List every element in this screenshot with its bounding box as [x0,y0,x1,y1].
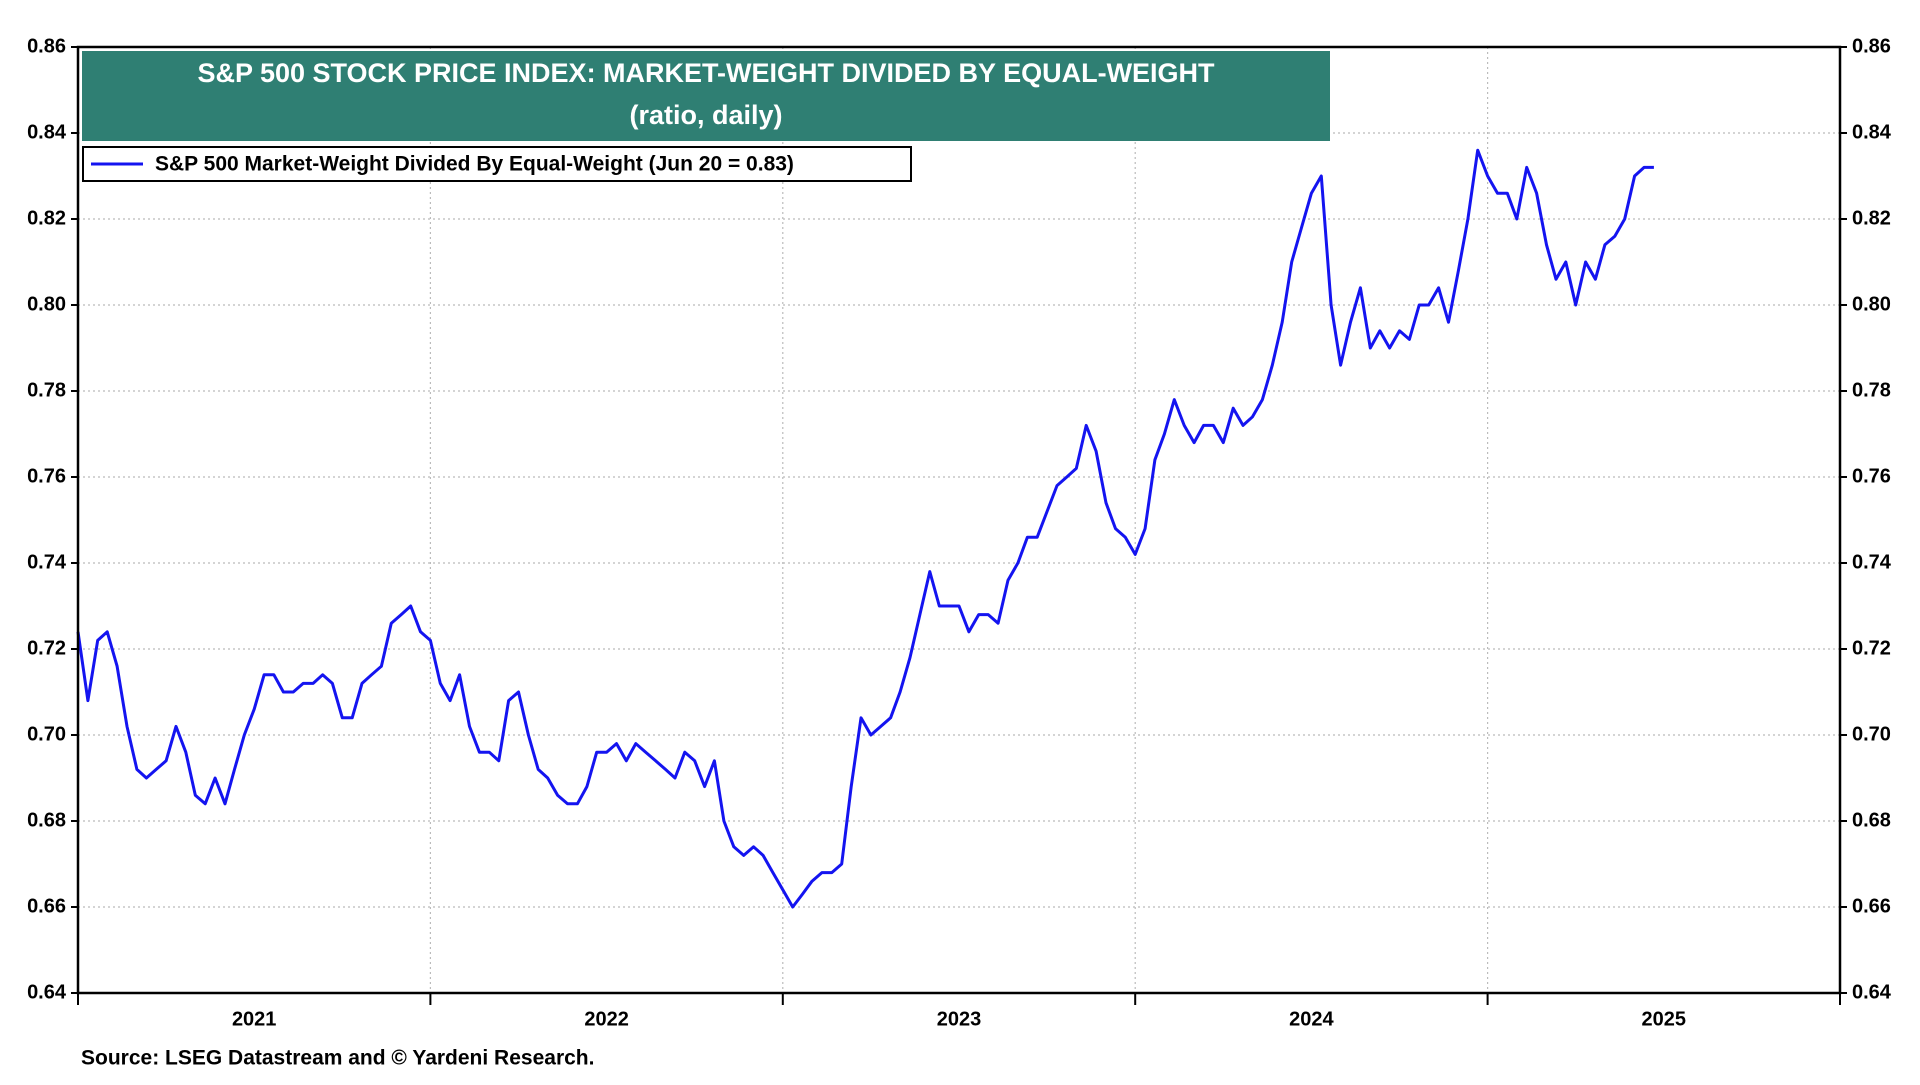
y2-tick-label: 0.86 [1852,35,1891,57]
y-tick-label: 0.76 [27,465,66,487]
chart-title: S&P 500 STOCK PRICE INDEX: MARKET-WEIGHT… [197,58,1215,88]
y2-tick-label: 0.66 [1852,895,1891,917]
plot-frame [76,45,1842,995]
y-tick-label: 0.78 [27,379,66,401]
y-tick-label: 0.66 [27,895,66,917]
legend-box [82,146,912,182]
y-tick-label: 0.84 [27,121,67,143]
y-tick-label: 0.80 [27,293,66,315]
y-tick-label: 0.68 [27,809,66,831]
y-tick-label: 0.74 [27,551,67,573]
x-tick-label: 2022 [584,1008,629,1030]
x-tick-label: 2021 [232,1008,277,1030]
y2-tick-label: 0.74 [1852,551,1892,573]
y-tick-label: 0.70 [27,723,66,745]
y-tick-label: 0.72 [27,637,66,659]
x-tick-label: 2025 [1642,1008,1687,1030]
y2-tick-label: 0.68 [1852,809,1891,831]
title-box [82,51,1330,141]
y2-tick-label: 0.80 [1852,293,1891,315]
y2-tick-label: 0.82 [1852,207,1891,229]
y2-tick-label: 0.76 [1852,465,1891,487]
y-tick-label: 0.82 [27,207,66,229]
chart-subtitle: (ratio, daily) [629,100,782,130]
legend-label: S&P 500 Market-Weight Divided By Equal-W… [155,153,794,176]
y2-tick-label: 0.72 [1852,637,1891,659]
series-line [76,148,1654,909]
y-tick-label: 0.86 [27,35,66,57]
source-note: Source: LSEG Datastream and © Yardeni Re… [81,1047,594,1070]
y2-tick-label: 0.78 [1852,379,1891,401]
y2-tick-label: 0.70 [1852,723,1891,745]
x-tick-label: 2023 [937,1008,982,1030]
x-tick-label: 2024 [1289,1008,1334,1030]
y-tick-label: 0.64 [27,981,67,1003]
y2-tick-label: 0.64 [1852,981,1892,1003]
y2-tick-label: 0.84 [1852,121,1892,143]
